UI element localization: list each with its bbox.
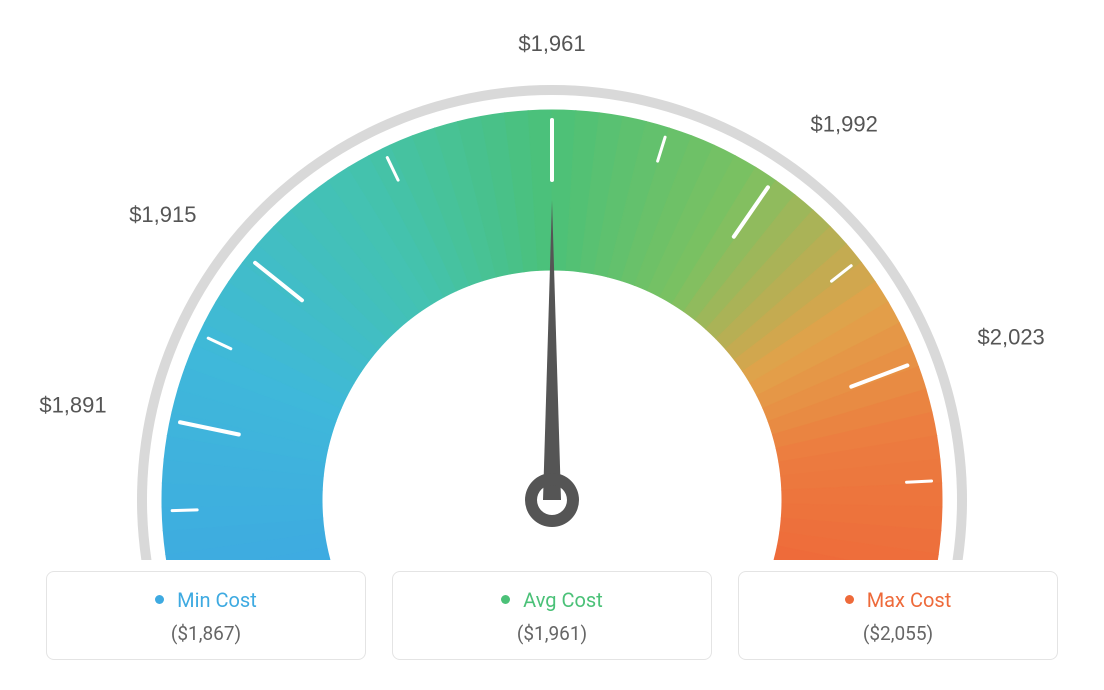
legend-avg-box: Avg Cost ($1,961)	[392, 571, 712, 660]
legend-avg-value: ($1,961)	[405, 622, 699, 645]
legend-avg-title: Avg Cost	[405, 588, 699, 612]
legend-min-title: Min Cost	[59, 588, 353, 612]
legend-max-value: ($2,055)	[751, 622, 1045, 645]
legend-min-dot-icon	[155, 595, 164, 604]
svg-text:$1,992: $1,992	[811, 111, 878, 136]
svg-text:$1,915: $1,915	[129, 202, 196, 227]
gauge-container: $1,867$1,891$1,915$1,961$1,992$2,023$2,0…	[0, 20, 1104, 560]
legend-max-label: Max Cost	[867, 588, 952, 612]
svg-text:$1,961: $1,961	[518, 31, 585, 56]
legend-min-label: Min Cost	[177, 588, 257, 612]
legend-row: Min Cost ($1,867) Avg Cost ($1,961) Max …	[0, 571, 1104, 660]
legend-min-value: ($1,867)	[59, 622, 353, 645]
svg-text:$1,891: $1,891	[39, 393, 106, 418]
legend-avg-label: Avg Cost	[523, 588, 603, 612]
legend-max-box: Max Cost ($2,055)	[738, 571, 1058, 660]
legend-avg-dot-icon	[501, 595, 510, 604]
legend-max-title: Max Cost	[751, 588, 1045, 612]
gauge-chart: $1,867$1,891$1,915$1,961$1,992$2,023$2,0…	[0, 20, 1104, 560]
legend-max-dot-icon	[845, 595, 854, 604]
legend-min-box: Min Cost ($1,867)	[46, 571, 366, 660]
svg-text:$2,023: $2,023	[978, 325, 1045, 350]
